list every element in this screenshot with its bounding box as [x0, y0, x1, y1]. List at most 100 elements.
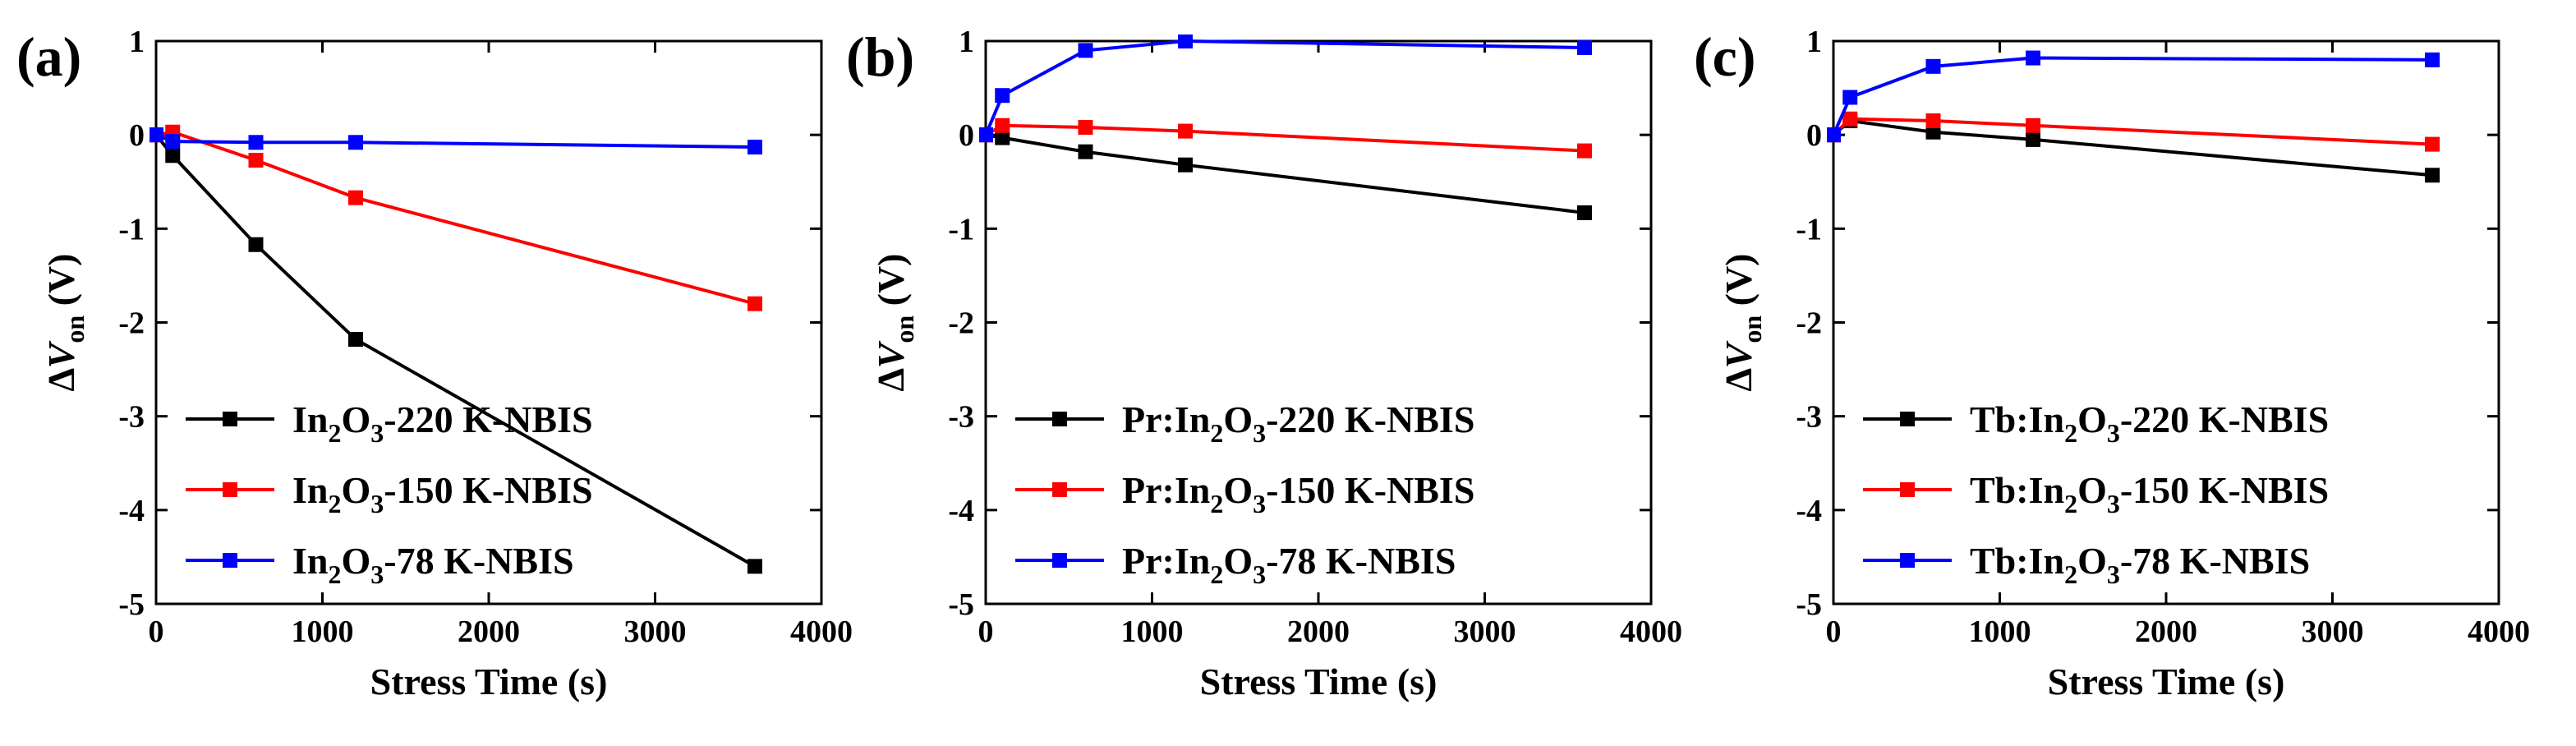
legend-label-part: In [292, 469, 328, 511]
legend-entry-label: Tb:In2O3-78 K-NBIS [1970, 540, 2310, 589]
legend-marker [1900, 482, 1915, 497]
legend-label-part: In [292, 398, 328, 440]
legend-label-part: Tb:In [1970, 398, 2064, 440]
x-axis-title: Stress Time (s) [1200, 661, 1438, 702]
x-tick-label: 0 [1826, 615, 1842, 649]
y-tick-label: 1 [959, 25, 974, 59]
data-point [1078, 120, 1093, 136]
legend-label-subscript: 3 [1253, 418, 1266, 448]
data-point [248, 237, 264, 252]
series-line [155, 133, 756, 150]
plot-frame [154, 39, 823, 606]
legend-label-part: -220 K-NBIS [384, 398, 592, 440]
x-tick-label: 3000 [2302, 615, 2364, 649]
x-tick-label: 4000 [790, 615, 853, 649]
data-point [748, 296, 762, 311]
data-point [165, 148, 181, 163]
data-point [995, 88, 1010, 104]
chart-panel-3: 0 1000 2000 3000 4000 -5 -4 -3 -2 -1 0 1 Stress Time… [1694, 25, 2530, 702]
series-3 [979, 35, 1592, 143]
y-tick-label: -5 [948, 587, 974, 622]
x-tick-label: 4000 [1620, 615, 1682, 649]
legend-entry-label: Tb:In2O3-220 K-NBIS [1970, 398, 2329, 448]
y-axis-title-unit: (V) [870, 254, 912, 315]
legend-label-part: -150 K-NBIS [1266, 469, 1474, 511]
legend-label-subscript: 3 [1253, 489, 1266, 518]
data-point [748, 140, 762, 155]
legend-label-subscript: 2 [2064, 560, 2077, 589]
y-tick-label: -3 [1796, 400, 1822, 435]
data-point [1577, 143, 1592, 159]
legend-marker [1900, 412, 1915, 426]
data-point [995, 117, 1010, 133]
legend-label-part: O [2077, 398, 2107, 440]
x-tick-label: 4000 [2468, 615, 2530, 649]
data-point [1178, 123, 1193, 139]
y-axis-title: ∆Von (V) [870, 254, 919, 392]
series-2 [150, 124, 762, 311]
legend-marker [1052, 482, 1067, 497]
legend-entry-label: In2O3-220 K-NBIS [292, 398, 593, 448]
legend-entry-label: In2O3-150 K-NBIS [292, 469, 593, 518]
data-point [979, 127, 993, 143]
x-tick-label: 1000 [1121, 615, 1184, 649]
legend-label-part: -78 K-NBIS [384, 540, 573, 582]
legend-label-subscript: 2 [2064, 418, 2077, 448]
legend-label-subscript: 2 [2064, 489, 2077, 518]
y-axis-title-var: V [40, 340, 82, 368]
legend-label-subscript: 3 [2107, 489, 2120, 518]
data-point [1178, 35, 1193, 48]
y-tick-label: -1 [118, 212, 145, 246]
legend-label-part: O [341, 398, 370, 440]
chart-panel-2: 0 1000 2000 3000 4000 -5 -4 -3 -2 -1 0 1 Stress Time… [846, 25, 1682, 702]
legend-label-part: O [1223, 398, 1253, 440]
y-tick-label: -4 [1796, 494, 1822, 528]
data-point [1925, 124, 1941, 140]
legend-label-part: -78 K-NBIS [2120, 540, 2310, 582]
data-point [1827, 127, 1841, 143]
legend-label-subscript: 2 [1210, 418, 1223, 448]
legend-marker [223, 553, 237, 568]
data-point [2425, 52, 2440, 67]
data-point [2026, 50, 2040, 66]
y-axis-title: ∆Von (V) [1718, 254, 1767, 392]
data-point [2425, 168, 2440, 183]
legend-label-part: -150 K-NBIS [384, 469, 592, 511]
legend-label-part: -220 K-NBIS [2120, 398, 2329, 440]
data-point [2026, 117, 2040, 133]
legend-label-part: O [1223, 469, 1253, 511]
legend-label-subscript: 3 [2107, 418, 2120, 448]
data-point [348, 135, 363, 150]
data-point [748, 559, 762, 574]
y-axis-title-delta: ∆ [1718, 368, 1760, 391]
y-axis-title-delta: ∆ [870, 368, 912, 391]
legend-label-subscript: 3 [370, 418, 384, 448]
data-point [2026, 131, 2040, 147]
legend-label-part: Pr:In [1122, 398, 1210, 440]
legend-label-subscript: 3 [370, 560, 384, 589]
y-tick-label: -3 [948, 400, 974, 435]
legend-label-part: In [292, 540, 328, 582]
legend-label-subscript: 3 [1253, 560, 1266, 589]
data-point [995, 130, 1010, 145]
legend-entry-label: Pr:In2O3-78 K-NBIS [1122, 540, 1456, 589]
y-axis-title-sub: on [60, 315, 90, 343]
panel-label: (b) [846, 25, 914, 88]
series-line [984, 39, 1585, 136]
y-tick-label: -1 [948, 212, 974, 246]
legend-marker [1052, 553, 1067, 568]
x-tick-label: 2000 [458, 615, 520, 649]
y-axis-title-delta: ∆ [40, 368, 82, 391]
data-point [2425, 136, 2440, 152]
y-tick-label: 0 [129, 118, 145, 153]
series-3 [1827, 50, 2440, 143]
y-tick-label: 1 [129, 25, 145, 59]
chart-panel-1: 0 1000 2000 3000 4000 -5 -4 -3 -2 -1 0 1 Stress Time… [16, 25, 853, 702]
legend-label-part: O [341, 469, 370, 511]
data-point [165, 134, 181, 150]
y-axis-title-unit: (V) [40, 254, 82, 315]
legend-label-part: Pr:In [1122, 469, 1210, 511]
legend-label-part: O [1223, 540, 1253, 582]
